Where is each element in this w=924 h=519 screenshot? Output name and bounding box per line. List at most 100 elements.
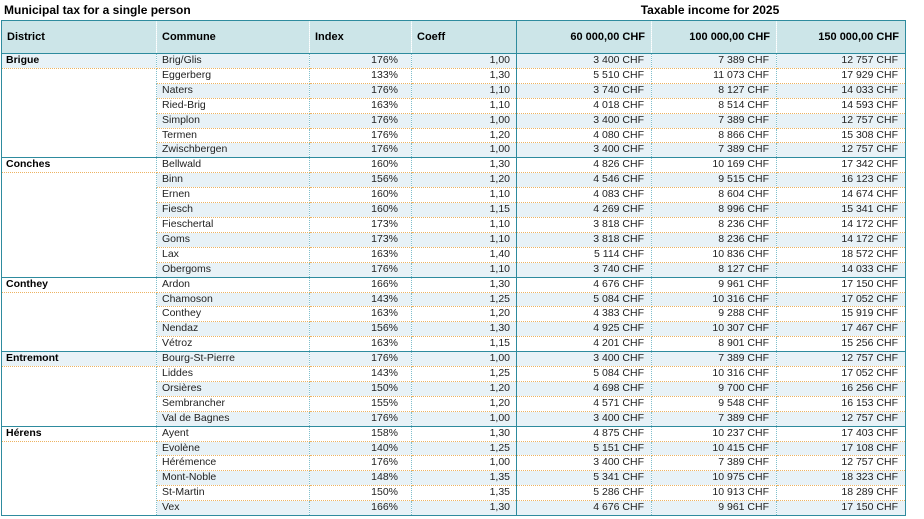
commune-cell: Simplon bbox=[156, 113, 310, 129]
coeff-cell: 1,15 bbox=[411, 336, 517, 353]
table-row: Conthey 163% 1,20 4 383 CHF 9 288 CHF 15 919 … bbox=[2, 306, 906, 323]
income-150k-cell: 14 172 CHF bbox=[776, 217, 906, 233]
index-cell: 150% bbox=[309, 381, 412, 397]
table-row: Mont-Noble 148% 1,35 5 341 CHF 10 975 CHF 18 … bbox=[2, 470, 906, 487]
index-cell: 143% bbox=[309, 292, 412, 308]
income-100k-cell: 8 236 CHF bbox=[651, 217, 777, 233]
income-150k-cell: 17 467 CHF bbox=[776, 321, 906, 338]
commune-cell: Vétroz bbox=[156, 336, 310, 353]
coeff-cell: 1,30 bbox=[411, 157, 517, 174]
commune-cell: Ardon bbox=[156, 276, 310, 293]
index-cell: 176% bbox=[309, 411, 412, 427]
coeff-cell: 1,10 bbox=[411, 217, 517, 233]
income-100k-cell: 10 913 CHF bbox=[651, 485, 777, 502]
table-row: Liddes 143% 1,25 5 084 CHF 10 316 CHF 17 052 … bbox=[1, 366, 906, 427]
table-row: Brigue Brig/Glis 176% 1,00 3 400 CHF 7 389 CH… bbox=[1, 53, 906, 69]
table-row: Orsières 150% 1,20 4 698 CHF 9 700 CHF 16 256… bbox=[2, 381, 906, 397]
table-row: Simplon 176% 1,00 3 400 CHF 7 389 CHF 12 757 … bbox=[2, 113, 906, 129]
index-cell: 176% bbox=[309, 113, 412, 129]
index-cell: 156% bbox=[309, 321, 412, 338]
income-100k-cell: 10 307 CHF bbox=[651, 321, 777, 338]
table-row: Hérens Ayent 158% 1,30 4 875 CHF 10 237 CHF 17… bbox=[1, 425, 906, 442]
income-100k-cell: 8 236 CHF bbox=[651, 232, 777, 248]
income-100k-cell: 10 415 CHF bbox=[651, 441, 777, 457]
header-income-100k: 100 000,00 CHF bbox=[651, 20, 777, 54]
header-income-60k: 60 000,00 CHF bbox=[516, 20, 652, 54]
income-150k-cell: 12 757 CHF bbox=[776, 455, 906, 472]
coeff-cell: 1,20 bbox=[411, 396, 517, 412]
coeff-cell: 1,15 bbox=[411, 202, 517, 218]
table-row: Naters 176% 1,10 3 740 CHF 8 127 CHF 14 033 C… bbox=[2, 83, 906, 99]
income-60k-cell: 5 341 CHF bbox=[516, 470, 652, 487]
income-100k-cell: 10 237 CHF bbox=[651, 425, 777, 442]
table-row: Conthey Ardon 166% 1,30 4 676 CHF 9 961 CHF 17… bbox=[1, 276, 906, 293]
income-150k-cell: 17 403 CHF bbox=[776, 425, 906, 442]
table-row: Val de Bagnes 176% 1,00 3 400 CHF 7 389 CHF 1… bbox=[2, 411, 906, 427]
income-100k-cell: 9 548 CHF bbox=[651, 396, 777, 412]
index-cell: 140% bbox=[309, 441, 412, 457]
income-150k-cell: 12 757 CHF bbox=[776, 142, 906, 159]
commune-cell: Lax bbox=[156, 247, 310, 263]
income-60k-cell: 3 740 CHF bbox=[516, 262, 652, 278]
header-coeff: Coeff bbox=[411, 20, 517, 54]
index-cell: 176% bbox=[309, 53, 412, 69]
coeff-cell: 1,10 bbox=[411, 232, 517, 248]
table-row: Ernen 160% 1,10 4 083 CHF 8 604 CHF 14 674 CH… bbox=[2, 187, 906, 204]
income-100k-cell: 8 127 CHF bbox=[651, 83, 777, 99]
income-100k-cell: 10 316 CHF bbox=[651, 366, 777, 382]
income-60k-cell: 5 286 CHF bbox=[516, 485, 652, 502]
income-150k-cell: 17 342 CHF bbox=[776, 157, 906, 174]
coeff-cell: 1,00 bbox=[411, 351, 517, 368]
income-60k-cell: 4 018 CHF bbox=[516, 98, 652, 114]
income-100k-cell: 8 514 CHF bbox=[651, 98, 777, 114]
title-bar: Municipal tax for a single person Taxabl… bbox=[0, 0, 924, 20]
income-60k-cell: 3 400 CHF bbox=[516, 351, 652, 368]
district-cell: Brigue bbox=[1, 53, 157, 69]
commune-cell: Goms bbox=[156, 232, 310, 248]
income-100k-cell: 8 127 CHF bbox=[651, 262, 777, 278]
coeff-cell: 1,35 bbox=[411, 485, 517, 502]
income-150k-cell: 17 150 CHF bbox=[776, 276, 906, 293]
income-60k-cell: 4 826 CHF bbox=[516, 157, 652, 174]
income-60k-cell: 4 546 CHF bbox=[516, 172, 652, 189]
income-150k-cell: 12 757 CHF bbox=[776, 351, 906, 368]
income-150k-cell: 15 308 CHF bbox=[776, 128, 906, 144]
table-row: Zwischbergen 176% 1,00 3 400 CHF 7 389 CHF 12… bbox=[2, 142, 906, 159]
table-row: Goms 173% 1,10 3 818 CHF 8 236 CHF 14 172 CHF bbox=[2, 232, 906, 248]
coeff-cell: 1,20 bbox=[411, 381, 517, 397]
index-cell: 176% bbox=[309, 142, 412, 159]
commune-cell: Conthey bbox=[156, 306, 310, 323]
coeff-cell: 1,25 bbox=[411, 441, 517, 457]
index-cell: 155% bbox=[309, 396, 412, 412]
index-cell: 156% bbox=[309, 172, 412, 189]
table-row: Entremont Bourg-St-Pierre 176% 1,00 3 400 CH… bbox=[1, 351, 906, 368]
income-150k-cell: 17 052 CHF bbox=[776, 292, 906, 308]
index-cell: 173% bbox=[309, 232, 412, 248]
header-income-150k: 150 000,00 CHF bbox=[776, 20, 906, 54]
municipal-tax-table: District Commune Index Coeff 60 000,00 C… bbox=[1, 20, 906, 517]
income-150k-cell: 14 674 CHF bbox=[776, 187, 906, 204]
commune-cell: Zwischbergen bbox=[156, 142, 310, 159]
income-100k-cell: 9 700 CHF bbox=[651, 381, 777, 397]
index-cell: 160% bbox=[309, 202, 412, 218]
income-60k-cell: 4 383 CHF bbox=[516, 306, 652, 323]
income-60k-cell: 4 698 CHF bbox=[516, 381, 652, 397]
table-header: District Commune Index Coeff 60 000,00 C… bbox=[1, 20, 906, 54]
income-150k-cell: 18 289 CHF bbox=[776, 485, 906, 502]
district-cell: Entremont bbox=[1, 351, 157, 368]
income-150k-cell: 15 341 CHF bbox=[776, 202, 906, 218]
commune-cell: Fieschertal bbox=[156, 217, 310, 233]
coeff-cell: 1,20 bbox=[411, 128, 517, 144]
index-cell: 166% bbox=[309, 276, 412, 293]
income-60k-cell: 3 400 CHF bbox=[516, 455, 652, 472]
index-cell: 143% bbox=[309, 366, 412, 382]
commune-cell: Mont-Noble bbox=[156, 470, 310, 487]
income-150k-cell: 16 123 CHF bbox=[776, 172, 906, 189]
coeff-cell: 1,20 bbox=[411, 172, 517, 189]
table-row: Sembrancher 155% 1,20 4 571 CHF 9 548 CHF 16 … bbox=[2, 396, 906, 412]
income-150k-cell: 14 593 CHF bbox=[776, 98, 906, 114]
income-150k-cell: 15 256 CHF bbox=[776, 336, 906, 353]
table-row: Fiesch 160% 1,15 4 269 CHF 8 996 CHF 15 341 C… bbox=[2, 202, 906, 218]
index-cell: 163% bbox=[309, 98, 412, 114]
district-cell: Hérens bbox=[1, 425, 157, 442]
